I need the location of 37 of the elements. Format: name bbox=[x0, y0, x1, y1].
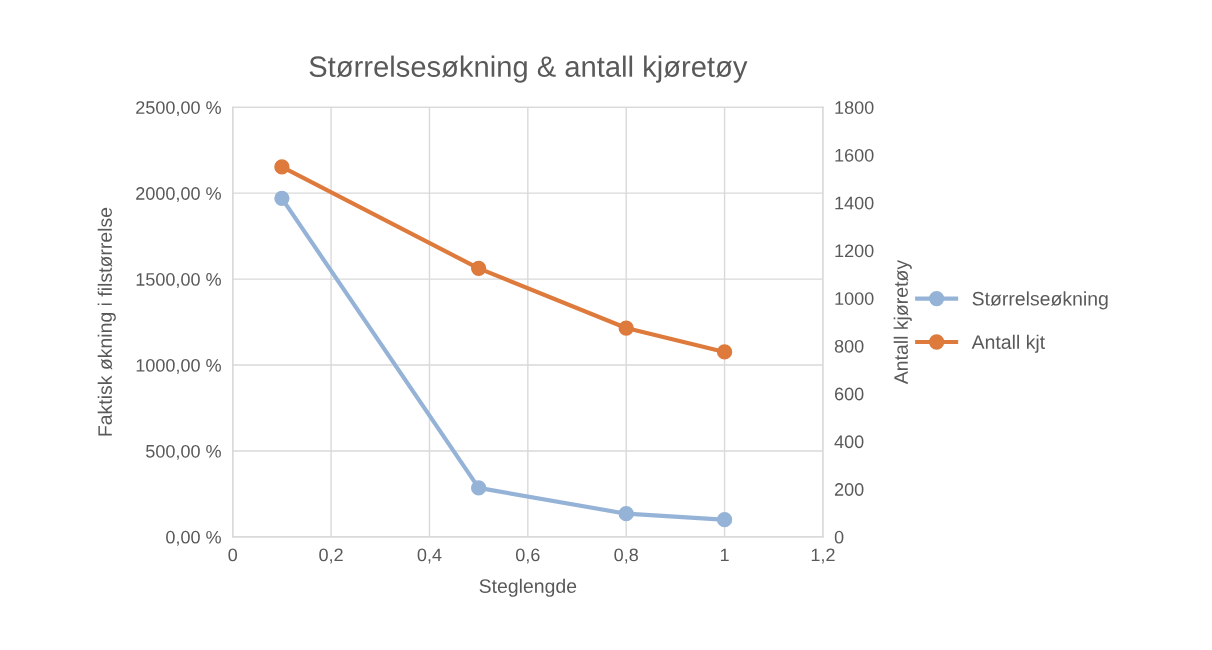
y2-tick-label: 1800 bbox=[835, 101, 874, 114]
y2-tick-label: 1600 bbox=[835, 148, 874, 162]
point bbox=[470, 260, 487, 277]
y2-tick-label: 0 bbox=[834, 530, 844, 544]
y-tick-label: 1000,00 % bbox=[136, 358, 221, 374]
x-tick-label: 1,2 bbox=[811, 548, 835, 564]
y-tick-label: 2500,00 % bbox=[136, 101, 221, 117]
y-tick-label: 0,00 % bbox=[166, 530, 221, 546]
legend-label: Størrelseøkning bbox=[972, 291, 1108, 310]
y-tick-label: 500,00 % bbox=[146, 444, 221, 460]
y2-tick-label: 400 bbox=[834, 435, 864, 449]
x-tick-label: 0,6 bbox=[515, 548, 540, 564]
y2-axis-title: Antall kjøretøy bbox=[893, 259, 912, 385]
point bbox=[716, 512, 733, 528]
legend-label: Antall kjt bbox=[971, 334, 1045, 353]
y2-tick-label: 1400 bbox=[835, 196, 874, 210]
chart-title: Størrelsesøkning & antall kjøretøy bbox=[309, 55, 748, 83]
x-tick-label: 0,4 bbox=[417, 548, 442, 564]
y-tick-label: 1500,00 % bbox=[136, 273, 221, 288]
y-axis-title: Faktisk økning i filstørrelse bbox=[97, 207, 116, 436]
x-tick-label: 0,8 bbox=[614, 548, 638, 564]
x-tick-label: 0 bbox=[228, 548, 238, 562]
x-tick-label: 0,2 bbox=[319, 548, 343, 564]
point bbox=[274, 190, 290, 206]
y2-tick-label: 600 bbox=[834, 387, 864, 401]
point bbox=[470, 480, 487, 496]
x-tick-label: 1 bbox=[720, 548, 729, 562]
y2-tick-label: 200 bbox=[834, 483, 864, 496]
y2-tick-label: 800 bbox=[834, 339, 864, 353]
point bbox=[618, 320, 634, 336]
point bbox=[716, 344, 733, 360]
y2-tick-label: 1200 bbox=[835, 244, 874, 258]
point bbox=[274, 159, 290, 175]
point bbox=[618, 506, 634, 522]
y-tick-label: 2000,00 % bbox=[136, 187, 221, 203]
x-axis-title: Steglengde bbox=[479, 578, 577, 597]
y2-tick-label: 1000 bbox=[835, 292, 874, 305]
